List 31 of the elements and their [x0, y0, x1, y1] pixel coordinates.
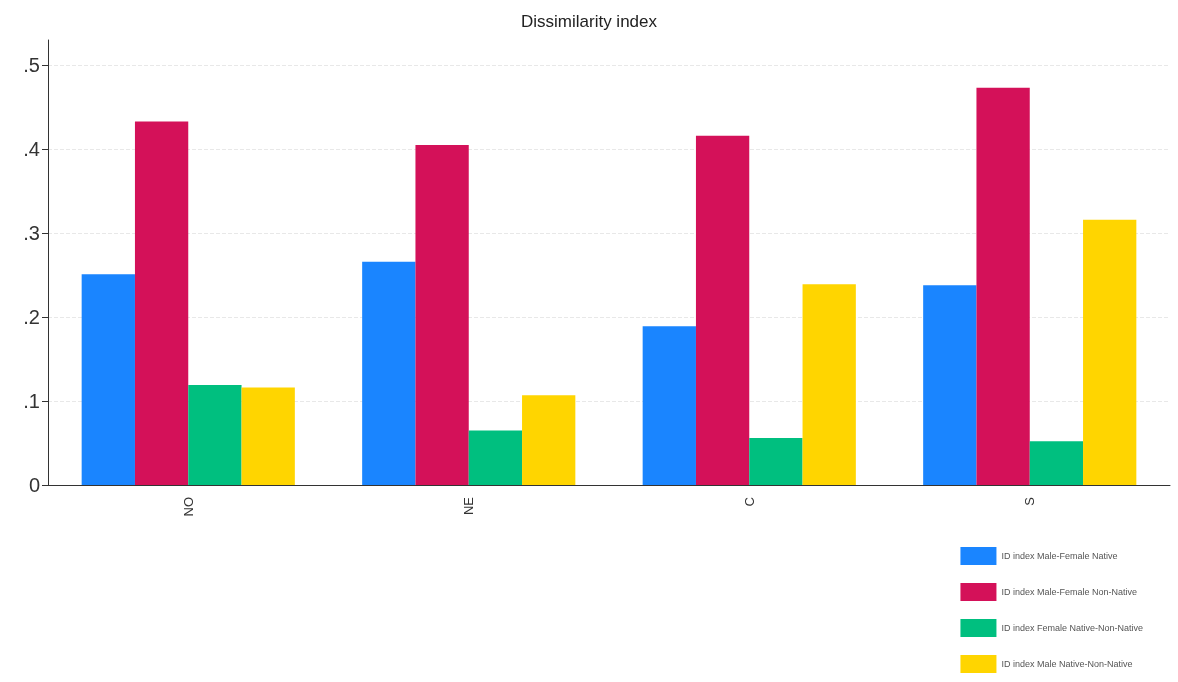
bar: [749, 437, 803, 485]
bar: [923, 285, 977, 485]
y-tick-label: .3: [23, 222, 40, 245]
bar: [134, 121, 189, 485]
bar: [362, 261, 416, 485]
bar: [188, 385, 242, 485]
bar: [241, 387, 295, 485]
bar: [468, 430, 523, 485]
y-tick-label: .2: [23, 306, 40, 329]
y-tick-label: 0: [28, 474, 40, 496]
legend-label: ID index Female Native-Non-Native: [1001, 623, 1144, 633]
legend-label: ID index Male-Female Non-Native: [1001, 587, 1138, 597]
chart-title: Dissimilarity index: [520, 12, 658, 31]
bar: [976, 87, 1030, 485]
bar: [695, 135, 750, 485]
bar: [1029, 441, 1084, 485]
y-tick-label: .4: [23, 138, 40, 161]
bar: [642, 326, 696, 485]
x-tick-label: C: [741, 497, 757, 507]
bar: [81, 274, 135, 485]
y-tick-label: .1: [23, 390, 40, 413]
x-tick-label: NE: [461, 496, 477, 516]
y-tick-label: .5: [23, 54, 40, 77]
bar: [522, 395, 576, 485]
x-tick-label: S: [1022, 496, 1038, 506]
bar: [802, 284, 856, 485]
x-tick-label: NO: [180, 497, 196, 517]
legend-label: ID index Male-Female Native: [1001, 551, 1118, 561]
legend-label: ID index Male Native-Non-Native: [1001, 659, 1133, 669]
bar: [415, 144, 469, 485]
bar: [1083, 219, 1137, 485]
